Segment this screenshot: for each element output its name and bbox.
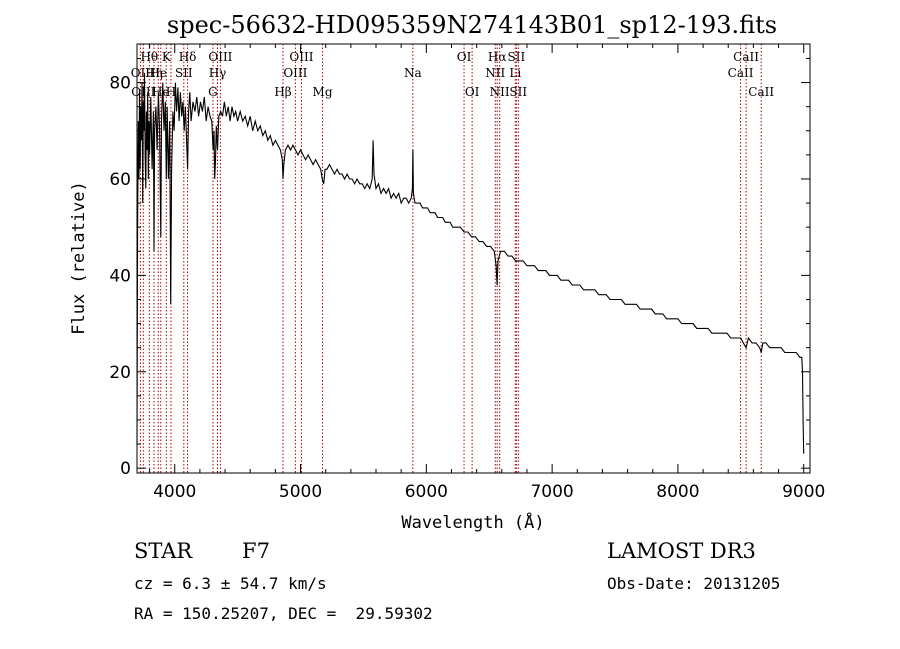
line-marker-label: Na bbox=[404, 66, 422, 80]
line-marker-label: H bbox=[166, 85, 176, 99]
x-axis-ticks: 4000 5000 6000 7000 8000 9000 bbox=[149, 44, 825, 502]
x-tick-label: 4000 bbox=[153, 482, 196, 502]
line-marker-label: CaII bbox=[728, 66, 754, 80]
line-marker-label: OIII bbox=[289, 50, 313, 64]
y-axis-ticks: 0 20 40 60 80 bbox=[109, 57, 810, 479]
line-marker-label: Hγ bbox=[209, 66, 227, 80]
line-markers: OIIOIIIHθHηHeHeKHSIIHδGHγOIIIHβOIIIOIIIM… bbox=[131, 44, 774, 473]
x-tick-label: 5000 bbox=[279, 482, 322, 502]
x-axis-title: Wavelength (Å) bbox=[401, 511, 544, 533]
y-tick-label: 40 bbox=[109, 266, 131, 286]
line-marker-label: OI bbox=[465, 85, 480, 99]
line-marker-label: CaII bbox=[748, 85, 774, 99]
spectrum-series-line bbox=[136, 72, 805, 454]
line-marker-label: SII bbox=[175, 66, 193, 80]
line-marker-label: Hθ bbox=[140, 50, 158, 64]
line-marker-label: OIII bbox=[283, 66, 307, 80]
x-tick-label: 6000 bbox=[405, 482, 448, 502]
y-tick-label: 60 bbox=[109, 170, 131, 190]
y-tick-label: 0 bbox=[120, 459, 131, 479]
x-tick-label: 8000 bbox=[656, 482, 699, 502]
survey-name: LAMOST DR3 bbox=[607, 539, 756, 563]
y-tick-label: 80 bbox=[109, 74, 131, 94]
y-tick-label: 20 bbox=[109, 363, 131, 383]
line-marker-label: Hβ bbox=[274, 85, 291, 99]
y-axis-title: Flux (relative) bbox=[69, 181, 89, 335]
line-marker-label: Hα bbox=[488, 50, 507, 64]
coordinates: RA = 150.25207, DEC = 29.59302 bbox=[134, 604, 433, 623]
spectrum-chart: spec-56632-HD095359N274143B01_sp12-193.f… bbox=[69, 11, 825, 533]
observation-date: Obs-Date: 20131205 bbox=[607, 574, 781, 593]
x-tick-label: 7000 bbox=[530, 482, 573, 502]
line-marker-label: Li bbox=[509, 66, 521, 80]
object-class: STAR bbox=[134, 539, 193, 563]
line-marker-label: Hδ bbox=[179, 50, 197, 64]
line-marker-label: SII bbox=[509, 85, 527, 99]
line-marker-label: OIII bbox=[208, 50, 232, 64]
line-marker-label: NII bbox=[490, 85, 510, 99]
object-subclass: F7 bbox=[242, 539, 270, 563]
line-marker-label: OI bbox=[457, 50, 472, 64]
line-marker-label: G bbox=[208, 85, 218, 99]
line-marker-label: He bbox=[152, 85, 170, 99]
redshift-cz: cz = 6.3 ± 54.7 km/s bbox=[134, 574, 327, 593]
line-marker-label: CaII bbox=[733, 50, 759, 64]
chart-title: spec-56632-HD095359N274143B01_sp12-193.f… bbox=[167, 11, 777, 39]
line-marker-label: NII bbox=[485, 66, 505, 80]
x-tick-label: 9000 bbox=[782, 482, 825, 502]
line-marker-label: K bbox=[162, 50, 172, 64]
line-marker-label: OII bbox=[131, 66, 151, 80]
line-marker-label: Mg bbox=[313, 85, 333, 99]
plot-frame bbox=[136, 43, 811, 474]
line-marker-label: He bbox=[149, 66, 167, 80]
line-marker-label: SII bbox=[508, 50, 526, 64]
